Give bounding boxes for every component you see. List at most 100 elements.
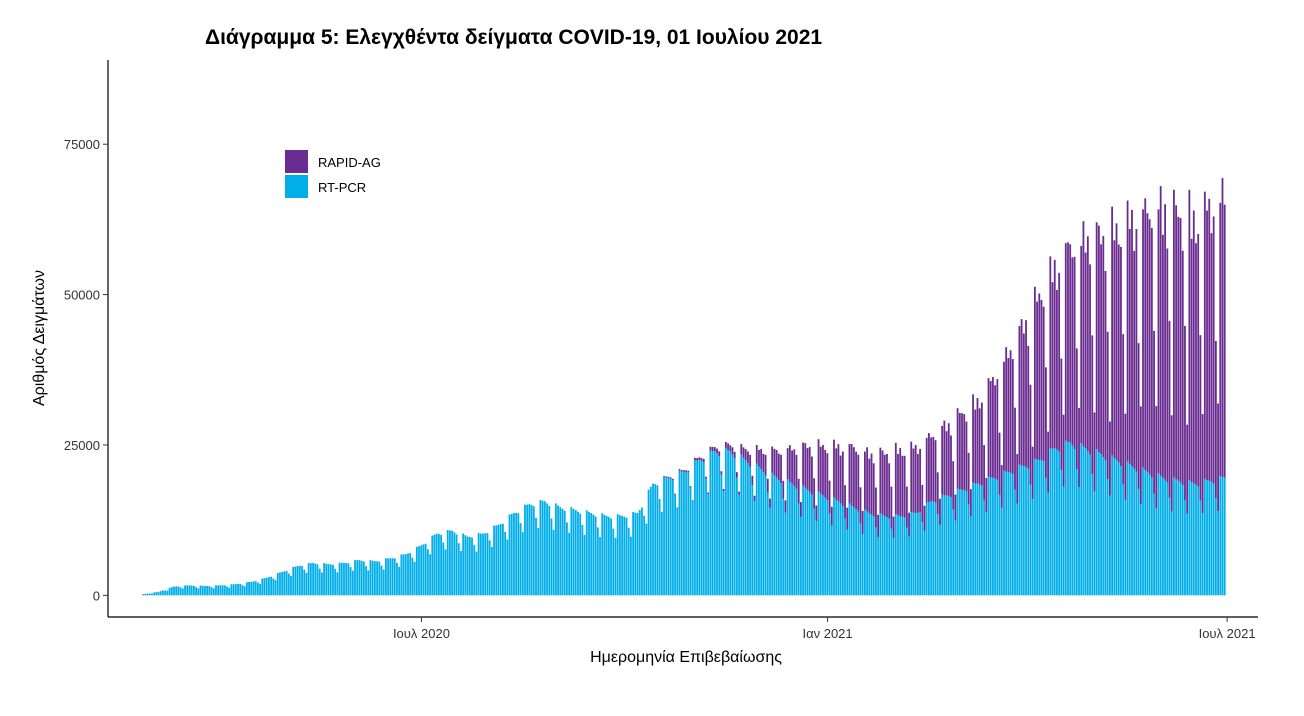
bar-rt-pcr (1113, 458, 1116, 596)
bar-rapid-ag (1022, 333, 1025, 466)
bar-rt-pcr (1179, 482, 1182, 596)
bar-rt-pcr (449, 530, 451, 596)
bar-rt-pcr (155, 592, 158, 596)
bar-rt-pcr (170, 587, 173, 596)
bar-rt-pcr (749, 466, 752, 596)
bar-rt-pcr (729, 451, 732, 596)
bar-rapid-ag (883, 454, 886, 516)
bar-rt-pcr (338, 562, 341, 596)
bar-rapid-ag (1214, 341, 1217, 499)
bar-rt-pcr (1139, 504, 1142, 596)
bar-rt-pcr (378, 561, 381, 596)
bar-rt-pcr (716, 453, 718, 596)
bar-rt-pcr (859, 523, 862, 596)
bar-rapid-ag (1086, 236, 1089, 452)
bar-rapid-ag (1139, 406, 1142, 505)
bar-rt-pcr (641, 507, 643, 596)
bar-rt-pcr (334, 568, 337, 596)
bar-rt-pcr (1208, 480, 1211, 596)
bar-rapid-ag (1170, 415, 1173, 512)
bar-rt-pcr (733, 458, 736, 596)
bar-rapid-ag (980, 402, 983, 486)
bar-rt-pcr (471, 537, 473, 596)
bar-rt-pcr (978, 484, 981, 596)
bar-rapid-ag (1042, 306, 1045, 462)
bar-rapid-ag (888, 463, 891, 519)
bar-rt-pcr (219, 585, 222, 596)
bar-rapid-ag (702, 458, 705, 463)
bar-rt-pcr (702, 462, 705, 596)
bar-rt-pcr (305, 572, 308, 596)
bar-rapid-ag (855, 451, 857, 510)
bar-rt-pcr (753, 501, 756, 596)
bar-rt-pcr (563, 510, 566, 596)
bar-rt-pcr (473, 544, 476, 596)
bar-rt-pcr (572, 508, 575, 596)
bar-rt-pcr (700, 460, 703, 596)
bar-rapid-ag (877, 514, 880, 537)
bar-rapid-ag (1159, 186, 1162, 476)
bar-rapid-ag (819, 446, 822, 494)
bar-rt-pcr (413, 561, 416, 596)
bar-rapid-ag (764, 454, 767, 476)
bar-rapid-ag (830, 506, 833, 526)
bar-rt-pcr (340, 562, 343, 596)
bar-rapid-ag (1027, 345, 1030, 469)
bar-rapid-ag (1133, 250, 1136, 469)
bar-rapid-ag (762, 453, 765, 472)
bar-rt-pcr (722, 491, 725, 596)
bar-rapid-ag (1093, 412, 1096, 492)
bar-rt-pcr (1217, 511, 1219, 596)
bar-rt-pcr (1186, 513, 1189, 596)
bar-rt-pcr (705, 478, 707, 596)
bar-rapid-ag (775, 449, 778, 478)
y-tick-label: 25000 (64, 438, 100, 453)
bar-rt-pcr (795, 488, 798, 596)
bar-rapid-ag (1102, 236, 1105, 458)
bar-rapid-ag (945, 431, 948, 496)
bar-rt-pcr (643, 515, 646, 596)
bar-rt-pcr (502, 523, 504, 596)
bar-rapid-ag (1033, 286, 1036, 459)
bar-rt-pcr (440, 534, 443, 596)
bar-rt-pcr (649, 486, 652, 596)
bar-rapid-ag (678, 469, 681, 471)
bar-rt-pcr (890, 528, 893, 596)
bar-rt-pcr (356, 560, 359, 596)
bar-rt-pcr (281, 571, 284, 596)
bar-rt-pcr (548, 505, 551, 596)
bar-rt-pcr (1111, 455, 1114, 596)
bar-rapid-ag (771, 446, 774, 473)
bar-rt-pcr (910, 511, 913, 596)
bar-rt-pcr (897, 515, 899, 596)
bar-rt-pcr (1009, 472, 1012, 596)
bar-rapid-ag (1113, 240, 1116, 459)
bar-rt-pcr (285, 570, 288, 596)
bar-rapid-ag (1011, 359, 1014, 475)
bar-rapid-ag (1007, 357, 1010, 472)
bar-rapid-ag (939, 498, 941, 525)
bar-rt-pcr (1166, 482, 1169, 596)
bar-rt-pcr (528, 504, 531, 596)
bar-rt-pcr (1201, 513, 1204, 596)
bar-rt-pcr (618, 515, 621, 596)
bar-rt-pcr (298, 565, 301, 596)
legend: RAPID-AG RT-PCR (285, 150, 381, 198)
bar-rapid-ag (974, 409, 977, 484)
bar-rapid-ag (969, 489, 972, 517)
bar-rt-pcr (1192, 483, 1195, 596)
bar-rt-pcr (429, 554, 431, 596)
bar-rapid-ag (1106, 331, 1109, 480)
bar-rt-pcr (495, 525, 498, 596)
bar-rapid-ag (994, 385, 997, 479)
bar-rt-pcr (517, 513, 520, 596)
bar-rt-pcr (939, 524, 941, 596)
bar-rt-pcr (1206, 480, 1208, 596)
bar-rt-pcr (817, 491, 820, 596)
bar-rt-pcr (828, 513, 831, 596)
bar-rt-pcr (1091, 474, 1094, 596)
bar-rt-pcr (707, 493, 710, 596)
bar-rapid-ag (1155, 406, 1158, 509)
bar-rt-pcr (607, 517, 610, 596)
bar-rt-pcr (287, 573, 290, 596)
